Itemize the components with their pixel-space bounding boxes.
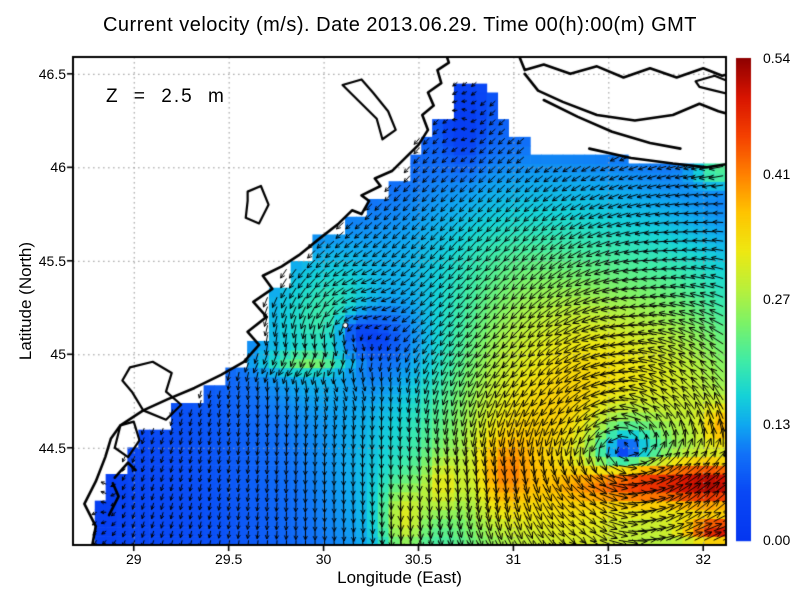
colorbar-tick-label: 0.54 (763, 50, 791, 66)
y-tick-label: 45 (50, 346, 66, 363)
x-tick-label: 32 (695, 551, 712, 567)
x-tick-label: 31.5 (594, 551, 622, 567)
x-tick-label: 29.5 (215, 551, 243, 567)
depth-annotation: Z = 2.5 m (106, 86, 226, 107)
y-axis-label: Latitude (North) (16, 241, 35, 361)
colorbar-tick-label: 0.41 (763, 166, 791, 183)
y-tick-label: 45.5 (38, 252, 66, 269)
x-tick-label: 30 (315, 551, 332, 567)
colorbar-tick-label: 0.27 (763, 291, 791, 307)
y-tick-label: 46 (50, 159, 66, 176)
colorbar-tick-label: 0.00 (763, 532, 791, 548)
x-tick-label: 30.5 (404, 551, 433, 567)
x-tick-label: 29 (125, 551, 142, 567)
y-tick-label: 44.5 (38, 439, 66, 456)
colorbar-tick-label: 0.13 (763, 415, 791, 432)
x-axis-label: Longitude (East) (337, 568, 462, 587)
figure-title: Current velocity (m/s). Date 2013.06.29.… (102, 14, 697, 36)
y-tick-label: 46.5 (38, 65, 66, 82)
x-tick-label: 31 (505, 551, 522, 567)
